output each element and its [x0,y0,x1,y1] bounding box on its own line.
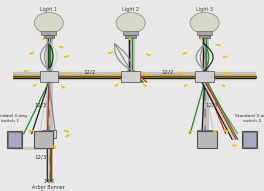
Text: Light 2: Light 2 [122,7,139,12]
Bar [8,132,21,147]
Bar [242,131,257,148]
Bar [7,131,22,148]
Circle shape [190,12,219,33]
Bar [125,35,136,38]
Text: 12/3: 12/3 [35,103,47,108]
Text: 12/2: 12/2 [84,69,96,74]
Bar [44,35,54,38]
Bar [197,130,212,138]
Text: 12/3: 12/3 [35,154,47,159]
Text: Standard 3-way
switch 1: Standard 3-way switch 1 [0,114,28,123]
Bar [197,31,212,35]
Circle shape [34,12,63,33]
Circle shape [116,12,145,33]
Bar [41,31,56,35]
Text: 14/3
Arbor Bonner
Supply: 14/3 Arbor Bonner Supply [32,179,65,191]
Bar [40,71,58,82]
Text: Light 3: Light 3 [196,7,213,12]
Bar [34,131,54,148]
Bar [123,31,138,35]
Bar [42,130,56,138]
Text: 12/3: 12/3 [205,103,217,108]
Text: 12/2: 12/2 [162,69,174,74]
Bar [199,35,210,38]
Bar [121,71,140,82]
Text: Standard 3-way
switch 2: Standard 3-way switch 2 [235,114,264,123]
Text: Light 1: Light 1 [40,7,57,12]
Bar [195,71,214,82]
Bar [197,131,217,148]
Bar [243,132,256,147]
